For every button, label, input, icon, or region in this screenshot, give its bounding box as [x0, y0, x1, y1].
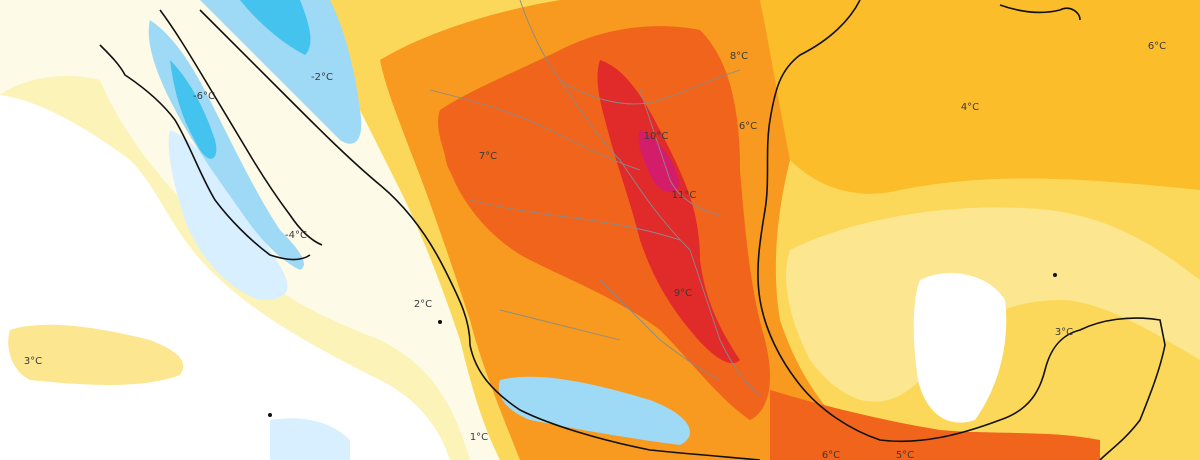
baja-coastline-east — [159, 9, 323, 246]
south-pacific-light-cold — [270, 418, 350, 460]
temp-label-minus6: -6°C — [193, 91, 215, 102]
east-warmer-region — [760, 0, 1200, 194]
state-borders — [429, 0, 761, 396]
temp-label-10: 10°C — [643, 131, 669, 142]
mainland-west-coastline — [199, 9, 761, 460]
south-hot-band — [770, 390, 1100, 460]
sonora-colder-core — [240, 0, 311, 55]
sonora-cold-region — [200, 0, 362, 144]
gulf-white-patch — [913, 272, 1007, 423]
baja-coastline-west — [99, 44, 311, 261]
baja-colder-core — [170, 60, 217, 159]
temp-label-1: 1°C — [469, 432, 489, 443]
temp-label-4: 4°C — [960, 102, 980, 113]
temp-label-5: 5°C — [895, 450, 915, 460]
gulf-coastline — [757, 0, 1166, 460]
temp-label-6-east: 6°C — [1147, 41, 1167, 52]
temp-label-7: 7°C — [478, 151, 498, 162]
west-warm-blob — [8, 324, 184, 385]
temp-label-2: 2°C — [413, 299, 433, 310]
temp-label-9: 9°C — [673, 288, 693, 299]
interior-extreme-core — [638, 130, 680, 193]
temp-label-8: 8°C — [729, 51, 749, 62]
temp-label-3-west: 3°C — [23, 356, 43, 367]
island — [1053, 273, 1057, 277]
island — [438, 320, 442, 324]
temp-label-6-texas: 6°C — [738, 121, 758, 132]
west-hot-spot — [444, 126, 510, 189]
temp-label-minus4: -4°C — [285, 230, 307, 241]
northeast-coastline — [999, 4, 1081, 21]
temp-label-11: 11°C — [671, 190, 697, 201]
south-pacific-cold — [498, 376, 690, 445]
temp-label-minus2: -2°C — [311, 72, 333, 83]
island — [268, 413, 272, 417]
interior-hottest-core — [597, 60, 740, 364]
temp-label-6-south: 6°C — [821, 450, 841, 460]
temp-label-3-yucatan: 3°C — [1054, 327, 1074, 338]
